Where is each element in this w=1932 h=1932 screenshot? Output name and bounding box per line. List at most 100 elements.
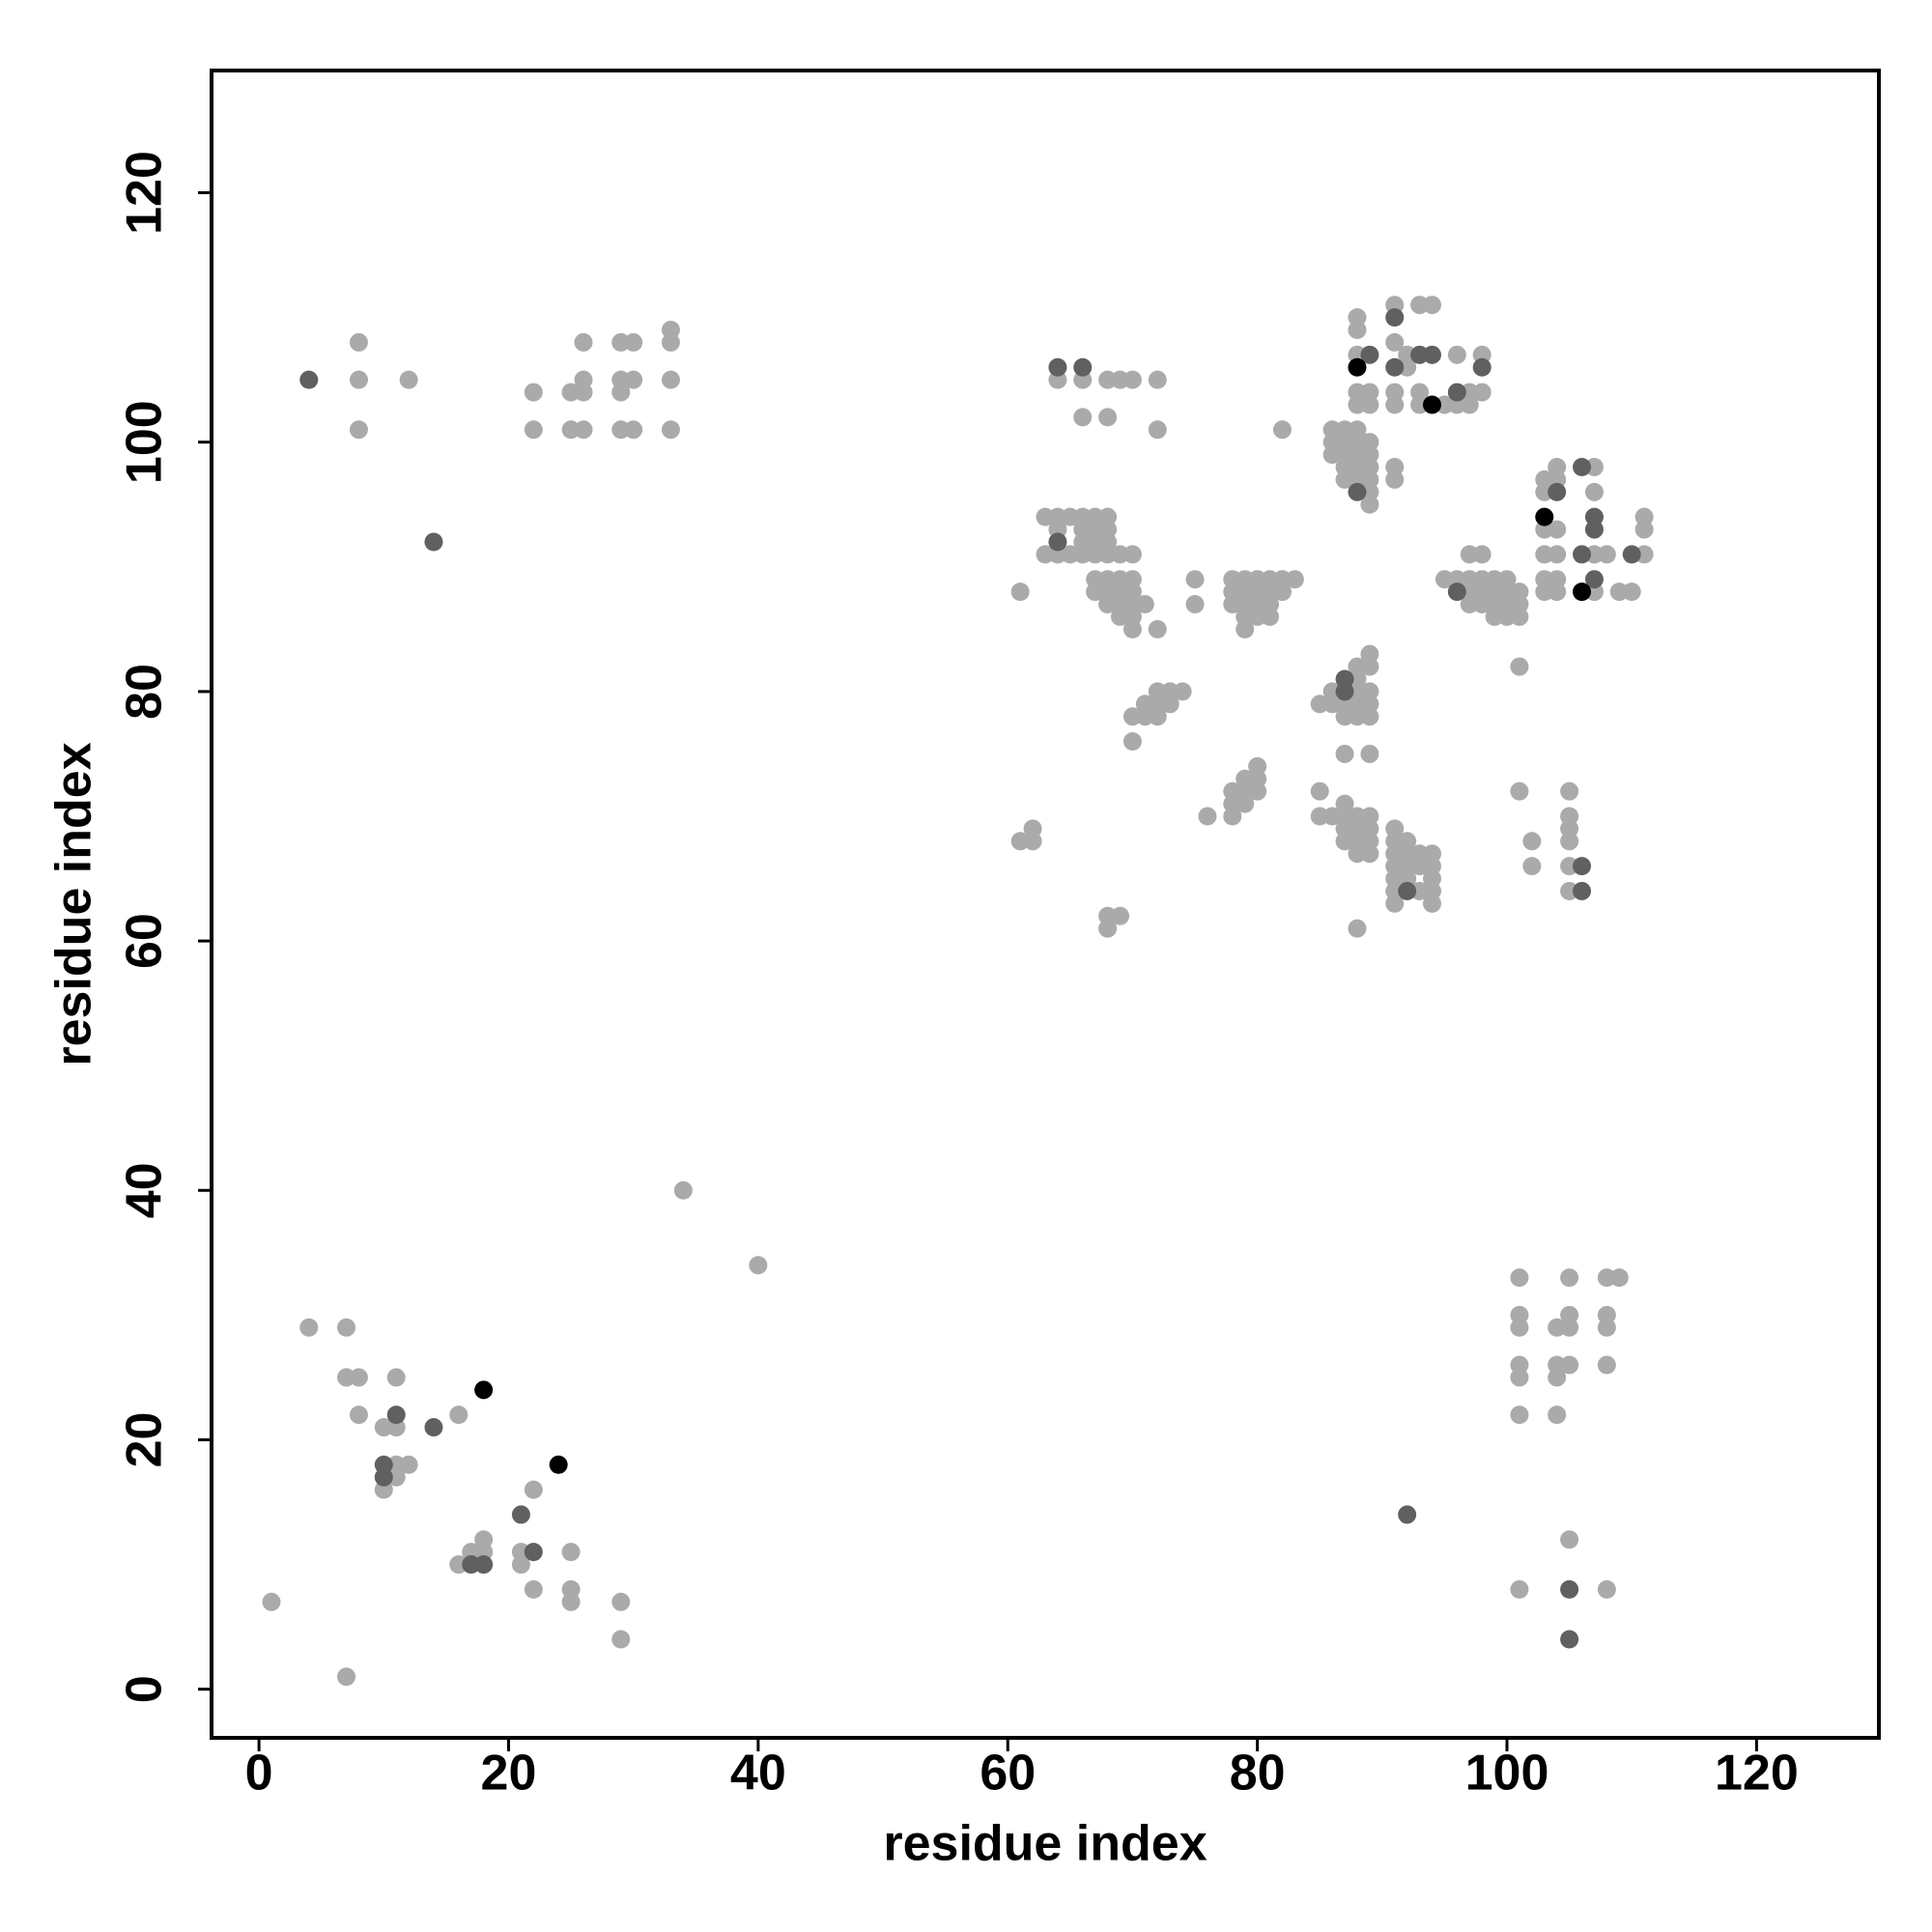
point bbox=[1348, 919, 1367, 938]
point bbox=[1573, 582, 1592, 602]
point bbox=[1360, 682, 1379, 701]
point bbox=[399, 370, 418, 389]
point bbox=[1622, 545, 1641, 564]
point bbox=[1285, 570, 1304, 589]
point bbox=[524, 1480, 543, 1499]
point bbox=[1548, 520, 1567, 539]
point bbox=[1198, 807, 1217, 826]
point bbox=[474, 1530, 494, 1549]
point bbox=[1310, 781, 1329, 801]
point bbox=[1510, 781, 1529, 801]
point bbox=[1510, 1318, 1529, 1337]
point bbox=[624, 370, 643, 389]
point bbox=[673, 1180, 693, 1200]
point bbox=[1447, 345, 1466, 364]
point bbox=[574, 332, 593, 352]
point bbox=[1122, 732, 1142, 752]
point bbox=[1236, 619, 1255, 639]
point bbox=[1510, 1579, 1529, 1599]
point bbox=[1048, 532, 1067, 552]
point bbox=[1422, 296, 1441, 315]
point bbox=[1584, 570, 1604, 589]
plot-points bbox=[262, 296, 1654, 1687]
point bbox=[1472, 383, 1492, 402]
point bbox=[524, 420, 543, 440]
point bbox=[1472, 357, 1492, 377]
point bbox=[386, 1406, 406, 1425]
point bbox=[349, 332, 368, 352]
x-tick-label: 40 bbox=[730, 1746, 786, 1802]
point bbox=[524, 383, 543, 402]
point bbox=[661, 420, 680, 440]
point bbox=[1584, 482, 1604, 501]
point bbox=[1560, 832, 1579, 851]
point bbox=[1560, 1318, 1579, 1337]
point bbox=[1010, 582, 1030, 602]
point bbox=[1048, 357, 1067, 377]
point bbox=[611, 1630, 631, 1649]
point bbox=[1560, 781, 1579, 801]
y-tick-label: 40 bbox=[117, 1162, 173, 1218]
point bbox=[1360, 657, 1379, 676]
point bbox=[1422, 395, 1441, 414]
point bbox=[661, 332, 680, 352]
point bbox=[1073, 408, 1093, 427]
point bbox=[1360, 495, 1379, 514]
point bbox=[349, 370, 368, 389]
point bbox=[1398, 1505, 1417, 1524]
point bbox=[1510, 1406, 1529, 1425]
point bbox=[1385, 469, 1405, 489]
point bbox=[374, 1467, 393, 1487]
point bbox=[1560, 1579, 1579, 1599]
point bbox=[561, 1592, 581, 1611]
point bbox=[1573, 545, 1592, 564]
point bbox=[1573, 458, 1592, 477]
point bbox=[1548, 482, 1567, 501]
point bbox=[1510, 657, 1529, 676]
point bbox=[624, 420, 643, 440]
point bbox=[1560, 1268, 1579, 1288]
point bbox=[1073, 357, 1093, 377]
y-tick-label: 80 bbox=[117, 664, 173, 720]
point bbox=[611, 383, 631, 402]
point bbox=[1597, 1318, 1616, 1337]
y-axis-title: residue index bbox=[46, 742, 102, 1065]
x-tick-label: 80 bbox=[1230, 1746, 1286, 1802]
point bbox=[1560, 1630, 1579, 1649]
point bbox=[524, 1579, 543, 1599]
point bbox=[1360, 395, 1379, 414]
point bbox=[1622, 582, 1641, 602]
point bbox=[1422, 894, 1441, 913]
point bbox=[1472, 545, 1492, 564]
point bbox=[1535, 507, 1554, 526]
y-tick-label: 100 bbox=[117, 400, 173, 484]
point bbox=[1348, 482, 1367, 501]
point bbox=[1098, 408, 1118, 427]
point bbox=[1248, 756, 1267, 776]
point bbox=[1548, 1406, 1567, 1425]
point bbox=[1560, 1355, 1579, 1375]
point bbox=[511, 1555, 530, 1575]
point bbox=[1522, 832, 1542, 851]
point bbox=[1510, 1268, 1529, 1288]
x-tick-label: 100 bbox=[1465, 1746, 1549, 1802]
plot-frame bbox=[210, 69, 1881, 1740]
y-tick-label: 20 bbox=[117, 1412, 173, 1468]
point bbox=[749, 1256, 768, 1275]
point bbox=[1597, 545, 1616, 564]
point bbox=[399, 1455, 418, 1474]
point bbox=[1548, 1368, 1567, 1387]
point bbox=[1522, 857, 1542, 876]
point bbox=[1634, 520, 1654, 539]
point bbox=[449, 1406, 469, 1425]
point bbox=[1385, 308, 1405, 327]
point bbox=[1135, 595, 1154, 614]
y-tick-label: 120 bbox=[117, 151, 173, 235]
point bbox=[1510, 1368, 1529, 1387]
point bbox=[1447, 582, 1466, 602]
point bbox=[1360, 844, 1379, 864]
point bbox=[1348, 357, 1367, 377]
y-tick-label: 0 bbox=[117, 1675, 173, 1703]
point bbox=[337, 1318, 356, 1337]
